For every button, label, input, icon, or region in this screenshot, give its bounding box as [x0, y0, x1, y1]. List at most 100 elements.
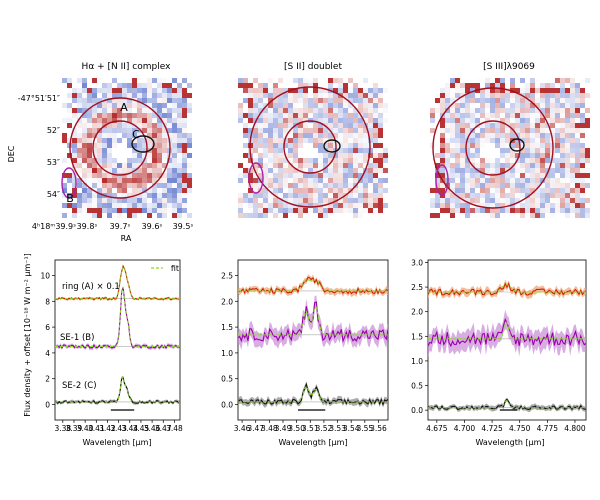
x-tick-label: 3.53 [329, 424, 346, 433]
outer-aperture-circle [69, 97, 171, 199]
series-error-band [55, 285, 180, 351]
map-ytick-0: -47°51′51″ [18, 94, 60, 103]
region-b-ellipse [435, 164, 449, 196]
map-ytick-1: 52″ [47, 126, 60, 135]
x-tick-label: 3.47 [155, 424, 172, 433]
x-tick-label: 3.46 [234, 424, 251, 433]
x-tick-label: 3.54 [343, 424, 360, 433]
x-tick-label: 3.42 [99, 424, 116, 433]
series-fit-line [428, 284, 586, 293]
x-tick-label: 3.47 [247, 424, 264, 433]
spec1-xlabel: Wavelength [μm] [82, 438, 151, 447]
map-ytick-2: 53″ [47, 158, 60, 167]
legend-fit-label: fit [171, 264, 179, 273]
y-tick-label: 1.5 [411, 332, 423, 341]
y-tick-label: 2.5 [221, 271, 233, 280]
series-fit-line [55, 375, 180, 403]
x-tick-label: 3.52 [316, 424, 333, 433]
x-tick-label: 4.675 [426, 424, 448, 433]
region-c-ellipse [131, 135, 155, 153]
spec2-xlabel: Wavelength [μm] [278, 438, 347, 447]
inner-aperture-circle [283, 120, 337, 174]
x-tick-label: 4.725 [481, 424, 503, 433]
y-tick-label: 1.0 [221, 349, 233, 358]
map-panel-3 [430, 78, 590, 218]
region-label-b: B [66, 192, 74, 205]
series-error-band [55, 264, 180, 302]
map-ytick-3: 54″ [47, 190, 60, 199]
y-tick-label: 2 [45, 375, 50, 384]
x-tick-label: 3.39 [66, 424, 83, 433]
x-tick-label: 3.44 [121, 424, 138, 433]
series-fit-line [238, 279, 388, 292]
y-tick-label: 8 [45, 297, 50, 306]
series-label-se1: SE-1 (B) [60, 333, 94, 343]
map-xtick-3: 39.6ˢ [142, 222, 163, 231]
y-tick-label: 0.5 [411, 382, 423, 391]
y-tick-label: 0.5 [221, 375, 233, 384]
region-c-ellipse [323, 139, 341, 153]
x-tick-label: 3.48 [166, 424, 183, 433]
plot-frame [54, 259, 181, 421]
y-tick-label: 6 [45, 323, 50, 332]
y-tick-label: 2.5 [411, 283, 423, 292]
x-tick-label: 3.43 [110, 424, 127, 433]
region-c-ellipse [509, 138, 525, 152]
y-tick-label: 0.0 [411, 406, 423, 415]
y-tick-label: 0.0 [221, 401, 233, 410]
outer-aperture-circle [432, 87, 554, 209]
x-tick-label: 3.41 [88, 424, 105, 433]
x-tick-label: 3.51 [302, 424, 319, 433]
series-fit-line [238, 385, 388, 403]
map-panel-1 [61, 78, 192, 218]
x-tick-label: 3.40 [77, 424, 94, 433]
x-tick-label: 3.38 [54, 424, 71, 433]
spectrum-panel-3: 4.675 4.700 4.725 4.750 4.775 4.800 0.0 0.5 1.0 1… [411, 258, 587, 433]
map3-title: [S III]λ9069 [483, 62, 535, 72]
series-fit-line [428, 321, 586, 340]
region-b-ellipse [248, 162, 264, 194]
spectra-layer: 3.383.393.403.413.423.433.443.453.463.47… [40, 258, 587, 433]
spectrum-panel-1: 3.383.393.403.413.423.433.443.453.463.47… [40, 259, 183, 433]
map-xtick-1: 39.8ˢ [77, 222, 98, 231]
series-label-ring: ring (A) × 0.1 [62, 282, 120, 292]
y-tick-label: 10 [40, 271, 50, 280]
y-tick-label: 1.5 [221, 323, 233, 332]
x-tick-label: 4.800 [564, 424, 586, 433]
series-error-band [428, 309, 586, 357]
y-tick-label: 2.0 [221, 297, 233, 306]
region-b-ellipse [61, 167, 77, 199]
y-tick-label: 0 [45, 401, 50, 410]
series-fit-line [55, 286, 180, 347]
map1-title: Hα + [N II] complex [82, 62, 172, 72]
map-xtick-2: 39.7ˢ [110, 222, 131, 231]
spectrum-panel-2: 3.463.473.483.493.503.513.523.533.543.55… [221, 259, 389, 433]
x-tick-label: 3.46 [144, 424, 161, 433]
series-error-band [428, 279, 586, 300]
series-fit-line [55, 265, 180, 300]
x-tick-label: 3.50 [288, 424, 305, 433]
series-error-band [238, 381, 388, 408]
y-tick-label: 1.0 [411, 357, 423, 366]
series-label-se2: SE-2 (C) [62, 381, 97, 391]
outer-aperture-circle [249, 86, 371, 208]
map-xtick-0: 4ʰ18ᵐ39.9ˢ [32, 222, 76, 231]
map-dec-label: DEC [7, 145, 16, 162]
map-ra-label: RA [121, 234, 132, 243]
map2-title: [S II] doublet [284, 62, 342, 72]
region-label-a: A [120, 101, 128, 114]
map-panel-2 [238, 78, 388, 218]
x-tick-label: 3.48 [261, 424, 278, 433]
series-line [427, 281, 587, 297]
map-xtick-4: 39.5ˢ [173, 222, 194, 231]
series-line [237, 276, 389, 295]
series-line [427, 398, 587, 411]
x-tick-label: 4.700 [454, 424, 476, 433]
series-line [237, 301, 389, 343]
x-tick-label: 3.45 [133, 424, 150, 433]
y-tick-label: 4 [45, 349, 50, 358]
x-tick-label: 4.750 [509, 424, 531, 433]
x-tick-label: 4.775 [537, 424, 559, 433]
spectra-ylabel: Flux density + offset [10⁻¹⁸ W m⁻² μm⁻¹] [23, 253, 32, 417]
